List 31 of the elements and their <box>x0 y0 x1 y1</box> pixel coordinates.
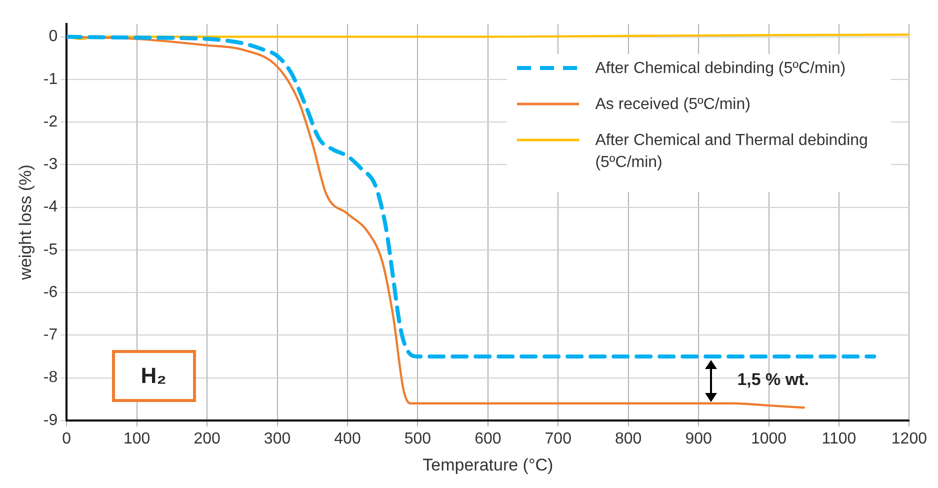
y-tick-label: -6 <box>43 284 58 301</box>
x-tick-label: 900 <box>685 430 712 448</box>
x-tick-label: 700 <box>544 430 572 448</box>
y-tick-label: -5 <box>43 241 58 258</box>
x-tick-label: 600 <box>474 430 502 448</box>
legend-label: After Chemical debinding (5ºC/min) <box>595 59 847 79</box>
annotation: H₂ <box>112 350 196 402</box>
legend-label: As received (5ºC/min) <box>595 95 752 115</box>
y-axis-title: weight loss (%) <box>16 164 35 281</box>
y-tick-label: -9 <box>43 412 58 429</box>
line-series <box>66 34 876 358</box>
x-tick-label: 1000 <box>750 430 787 448</box>
y-tick-label: -4 <box>43 198 58 216</box>
x-tick-label: 500 <box>404 430 432 448</box>
x-tick-label: 800 <box>614 430 642 448</box>
x-tick-label: 1100 <box>822 430 856 448</box>
x-tick-label: 0 <box>62 430 72 448</box>
y-tick-label: 0 <box>48 28 58 46</box>
x-tick-label: 1200 <box>891 430 928 448</box>
y-tick-label: -3 <box>43 156 58 174</box>
x-tick-label: 100 <box>123 430 150 448</box>
x-tick-label: 400 <box>334 430 361 448</box>
y-tick-label: -2 <box>43 113 58 130</box>
x-axis-title: Temperature (°C) <box>422 455 554 474</box>
annotation: 1,5 % wt. <box>737 370 809 390</box>
x-tick-label: 200 <box>194 430 220 448</box>
legend-label: After Chemical and Thermal debinding (5ºC/min) <box>595 131 869 173</box>
y-tick-label: -1 <box>43 70 58 88</box>
y-tick-label: -7 <box>43 326 58 344</box>
y-tick-label: -8 <box>43 369 58 386</box>
x-tick-label: 300 <box>264 430 291 448</box>
